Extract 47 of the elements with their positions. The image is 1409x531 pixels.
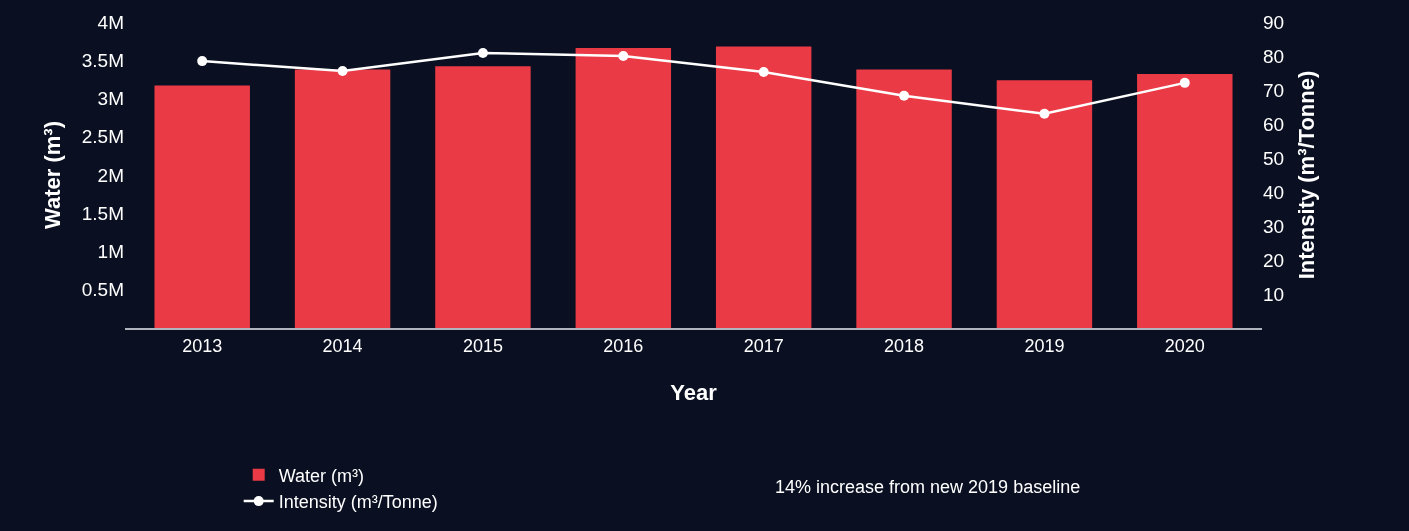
y2-tick-label: 60 — [1263, 113, 1285, 135]
point — [337, 65, 348, 76]
y2-axis-title: Intensity (m³/Tonne) — [1294, 70, 1320, 280]
x-tick-label: 2016 — [603, 335, 644, 356]
y-tick-label: 2.5M — [81, 126, 124, 148]
y-tick-label: 3M — [97, 88, 124, 110]
bar — [715, 46, 812, 328]
bar — [575, 48, 672, 328]
y2-tick-label: 80 — [1263, 45, 1285, 67]
bar — [154, 85, 250, 328]
x-axis-title: Year — [670, 380, 718, 405]
y2-tick-label: 30 — [1263, 215, 1285, 237]
bar — [1137, 74, 1233, 328]
x-tick-label: 2013 — [182, 335, 223, 356]
point — [758, 66, 769, 77]
bar — [856, 69, 952, 328]
y2-tick-label: 10 — [1263, 283, 1285, 305]
bar — [435, 66, 531, 328]
y-tick-label: 1.5M — [81, 202, 124, 224]
y2-tick-label: 70 — [1263, 79, 1285, 101]
y-tick-label: 0.5M — [81, 279, 124, 301]
x-tick-label: 2018 — [884, 335, 925, 356]
y-axis-title: Water (m³) — [39, 121, 65, 229]
x-tick-label: 2020 — [1164, 335, 1205, 356]
point — [618, 51, 629, 61]
legend-label: Intensity (m³/Tonne) — [278, 492, 438, 513]
point — [1179, 77, 1190, 88]
y-tick-label: 2M — [97, 164, 124, 186]
bar — [294, 69, 391, 328]
bar — [996, 80, 1093, 328]
point — [197, 56, 208, 67]
point — [899, 90, 910, 101]
point — [1039, 108, 1050, 119]
x-tick-label: 2019 — [1024, 335, 1065, 356]
y2-tick-label: 90 — [1263, 11, 1285, 33]
y-tick-label: 3.5M — [81, 49, 124, 71]
x-tick-label: 2015 — [462, 335, 503, 356]
y2-tick-label: 20 — [1263, 249, 1285, 271]
x-tick-label: 2014 — [322, 335, 363, 356]
y-tick-label: 4M — [97, 11, 124, 33]
y2-tick-label: 40 — [1263, 181, 1285, 203]
legend-label: Water (m³) — [278, 465, 365, 486]
x-tick-label: 2017 — [743, 335, 784, 356]
point — [477, 47, 488, 58]
text: 14% increase from new 2019 baseline — [775, 477, 1081, 497]
y-tick-label: 1M — [97, 241, 124, 263]
y2-tick-label: 50 — [1263, 147, 1285, 169]
